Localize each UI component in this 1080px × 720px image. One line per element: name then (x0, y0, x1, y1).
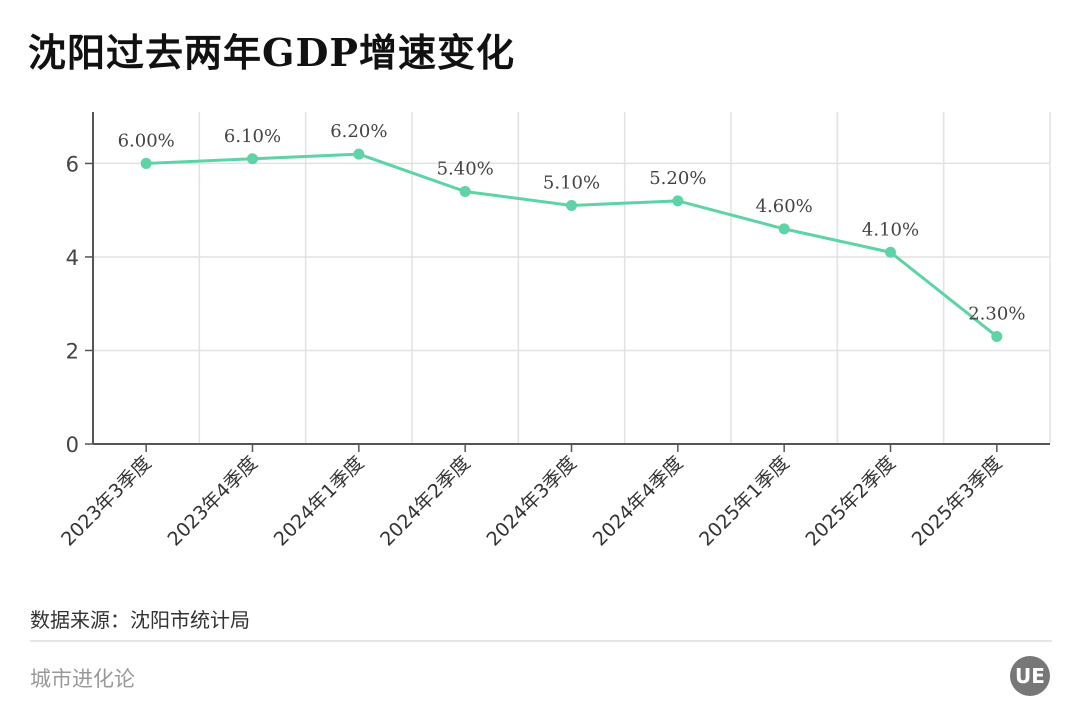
chart-title: 沈阳过去两年GDP增速变化 (28, 30, 515, 75)
x-tick-label: 2024年2季度 (376, 452, 475, 551)
data-point (566, 200, 577, 212)
y-tick-label: 2 (66, 339, 79, 363)
brand-name: 城市进化论 (30, 667, 135, 691)
data-point (778, 223, 790, 235)
data-point (459, 185, 471, 197)
x-tick-label: 2025年3季度 (908, 452, 1007, 551)
x-tick-label: 2024年1季度 (270, 452, 369, 551)
data-label: 5.40% (437, 158, 494, 179)
data-point (140, 157, 152, 169)
brand-logo: UE (1010, 656, 1050, 696)
x-tick-label: 2024年4季度 (589, 452, 688, 551)
data-label: 6.20% (330, 121, 387, 142)
x-tick-label: 2023年3季度 (57, 452, 156, 551)
data-label: 4.10% (862, 219, 919, 240)
data-point (885, 246, 896, 258)
data-label: 5.10% (543, 173, 600, 194)
data-point (353, 148, 365, 160)
data-label: 6.10% (224, 126, 281, 147)
data-label: 4.60% (756, 196, 813, 217)
data-point (247, 153, 258, 165)
y-tick-label: 6 (66, 152, 79, 176)
divider (30, 640, 1052, 642)
x-tick-label: 2025年1季度 (695, 452, 794, 551)
data-point (672, 195, 684, 207)
data-point (991, 330, 1003, 342)
x-tick-label: 2023年4季度 (163, 452, 262, 551)
data-label: 6.00% (118, 130, 175, 151)
x-tick-label: 2025年2季度 (801, 452, 900, 551)
x-tick-label: 2024年3季度 (482, 452, 581, 551)
y-tick-label: 4 (66, 246, 79, 270)
y-tick-label: 0 (66, 433, 79, 457)
data-source: 数据来源：沈阳市统计局 (30, 608, 250, 632)
data-label: 5.20% (649, 168, 706, 189)
data-label: 2.30% (968, 303, 1025, 324)
